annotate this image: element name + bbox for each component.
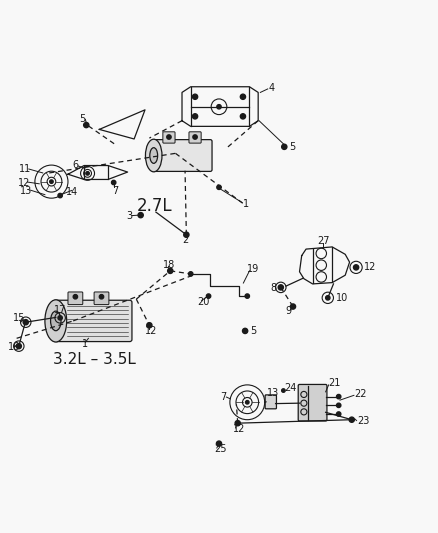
- Circle shape: [216, 441, 222, 446]
- FancyBboxPatch shape: [94, 292, 109, 304]
- Circle shape: [86, 172, 89, 175]
- Text: 6: 6: [73, 160, 79, 169]
- Text: 2.7L: 2.7L: [136, 197, 172, 215]
- Circle shape: [240, 114, 246, 119]
- Circle shape: [147, 322, 152, 328]
- Circle shape: [246, 400, 249, 404]
- Text: 25: 25: [215, 445, 227, 454]
- Circle shape: [112, 180, 116, 184]
- Circle shape: [58, 193, 62, 198]
- Text: 12: 12: [364, 262, 376, 272]
- Text: 7: 7: [113, 186, 119, 196]
- Ellipse shape: [45, 300, 67, 342]
- Circle shape: [278, 285, 283, 290]
- Circle shape: [99, 295, 104, 299]
- Text: 5: 5: [251, 326, 257, 336]
- Text: 1: 1: [243, 199, 249, 209]
- Circle shape: [282, 389, 285, 392]
- Circle shape: [138, 213, 143, 218]
- Text: 12: 12: [233, 424, 245, 434]
- Text: 23: 23: [357, 416, 370, 426]
- Text: 13: 13: [267, 387, 279, 398]
- Circle shape: [188, 272, 193, 276]
- Circle shape: [336, 403, 341, 408]
- Text: 11: 11: [19, 164, 31, 174]
- Text: 15: 15: [13, 313, 25, 323]
- Circle shape: [192, 94, 198, 99]
- FancyBboxPatch shape: [265, 395, 276, 409]
- Circle shape: [192, 114, 198, 119]
- Circle shape: [336, 412, 341, 416]
- Circle shape: [16, 344, 21, 349]
- Circle shape: [23, 320, 28, 325]
- Text: 19: 19: [247, 264, 260, 273]
- Text: 5: 5: [79, 114, 85, 124]
- FancyBboxPatch shape: [68, 292, 83, 304]
- Text: 17: 17: [53, 305, 66, 315]
- Circle shape: [58, 316, 62, 320]
- Circle shape: [84, 123, 89, 128]
- Text: 7: 7: [220, 392, 226, 402]
- Circle shape: [240, 94, 246, 99]
- Ellipse shape: [50, 311, 61, 330]
- FancyBboxPatch shape: [163, 132, 175, 143]
- Circle shape: [49, 180, 53, 183]
- Text: 9: 9: [285, 306, 291, 316]
- Text: 12: 12: [145, 326, 157, 336]
- Circle shape: [245, 294, 250, 298]
- Circle shape: [282, 144, 287, 149]
- Text: 12: 12: [18, 177, 30, 188]
- Circle shape: [168, 268, 173, 273]
- Text: 13: 13: [20, 186, 32, 196]
- Circle shape: [206, 294, 211, 298]
- Circle shape: [325, 296, 330, 300]
- FancyBboxPatch shape: [53, 300, 132, 342]
- Text: 20: 20: [197, 297, 210, 307]
- Circle shape: [193, 135, 197, 139]
- Text: 22: 22: [354, 389, 367, 399]
- Circle shape: [353, 265, 359, 270]
- Circle shape: [217, 185, 221, 189]
- FancyBboxPatch shape: [298, 384, 327, 421]
- FancyBboxPatch shape: [189, 132, 201, 143]
- Ellipse shape: [150, 148, 158, 163]
- Circle shape: [184, 232, 189, 237]
- Text: 16: 16: [8, 342, 20, 352]
- Circle shape: [349, 417, 354, 422]
- Text: 5: 5: [290, 142, 296, 152]
- Circle shape: [235, 421, 240, 426]
- Circle shape: [167, 135, 171, 139]
- Text: 21: 21: [328, 378, 341, 388]
- Circle shape: [217, 104, 221, 109]
- Text: 18: 18: [163, 260, 176, 270]
- Text: 3.2L – 3.5L: 3.2L – 3.5L: [53, 352, 136, 367]
- Circle shape: [290, 304, 296, 309]
- Circle shape: [336, 394, 341, 399]
- Text: 14: 14: [66, 187, 78, 197]
- Text: 2: 2: [182, 236, 188, 245]
- Text: 1: 1: [82, 339, 88, 349]
- Text: 3: 3: [126, 211, 132, 221]
- Circle shape: [73, 295, 78, 299]
- Text: 4: 4: [269, 83, 275, 93]
- Text: 10: 10: [336, 293, 348, 303]
- Text: 8: 8: [270, 283, 276, 293]
- FancyBboxPatch shape: [152, 140, 212, 172]
- Text: 24: 24: [284, 383, 297, 393]
- Circle shape: [243, 328, 248, 334]
- Ellipse shape: [145, 139, 162, 172]
- Text: 27: 27: [317, 236, 330, 246]
